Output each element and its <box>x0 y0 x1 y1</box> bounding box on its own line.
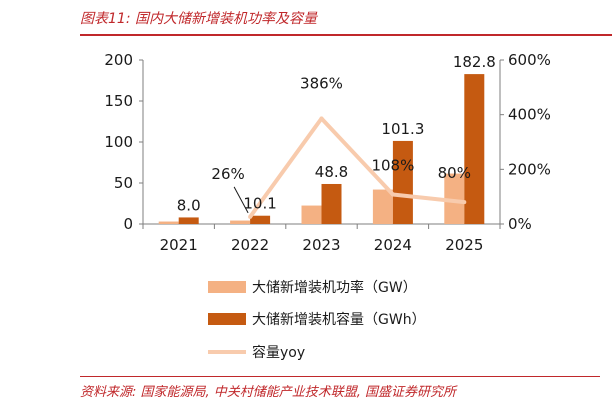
bar-power <box>372 189 393 224</box>
chart-title: 图表11: 国内大储新增装机功率及容量 <box>80 11 317 27</box>
bar-power <box>158 221 179 224</box>
legend-label-power: 大储新增装机功率（GW） <box>252 279 417 296</box>
yoy-data-label: 386% <box>300 74 343 92</box>
y-right-tick-label: 400% <box>508 106 551 124</box>
capacity-data-label: 10.1 <box>243 195 276 213</box>
bar-power <box>301 205 322 224</box>
y-left-tick-label: 150 <box>104 92 133 110</box>
yoy-point <box>248 214 253 219</box>
source-note: 资料来源: 国家能源局, 中关村储能产业技术联盟, 国盛证券研究所 <box>80 385 457 400</box>
yoy-point <box>462 200 467 205</box>
y-left-tick-label: 100 <box>104 133 133 151</box>
x-tick-label: 2022 <box>231 236 269 254</box>
bar-capacity <box>250 215 271 224</box>
data-labels: 8.0 10.1 48.8 101.3 182.8 26% 386% 108% 80% <box>177 53 496 214</box>
source-rule <box>80 376 600 377</box>
yoy-leader-line <box>233 186 249 214</box>
yoy-point <box>319 116 324 121</box>
x-tick-label: 2024 <box>374 236 412 254</box>
capacity-data-label: 182.8 <box>453 53 496 71</box>
bars <box>158 74 485 224</box>
x-tick-label: 2023 <box>302 236 340 254</box>
bar-capacity <box>178 217 199 224</box>
bar-capacity <box>392 140 413 224</box>
yoy-data-label: 80% <box>438 164 471 182</box>
capacity-data-label: 48.8 <box>315 163 348 181</box>
legend-label-capacity: 大储新增装机容量（GWh） <box>252 311 426 328</box>
capacity-data-label: 101.3 <box>381 120 424 138</box>
bar-capacity <box>321 183 342 224</box>
yoy-data-label: 108% <box>371 156 414 174</box>
yoy-point <box>390 192 395 197</box>
y-left-tick-label: 200 <box>104 51 133 69</box>
bar-power <box>230 220 251 224</box>
capacity-data-label: 8.0 <box>177 196 201 214</box>
yoy-line <box>248 116 467 219</box>
y-left-tick-label: 0 <box>123 215 133 233</box>
bar-capacity <box>464 74 485 224</box>
axes: 0 50 100 150 200 0% 200% 400% 600% 2021 2022 2023 20… <box>104 51 551 254</box>
y-right-tick-label: 0% <box>508 215 532 233</box>
y-right-tick-label: 600% <box>508 51 551 69</box>
title-rule <box>80 34 612 36</box>
bar-power <box>444 173 465 224</box>
x-tick-label: 2021 <box>160 236 198 254</box>
y-left-tick-label: 50 <box>114 174 133 192</box>
legend-swatch-power <box>208 281 246 293</box>
legend-label-yoy: 容量yoy <box>252 344 305 361</box>
legend: 大储新增装机功率（GW） 大储新增装机容量（GWh） 容量yoy <box>208 279 426 361</box>
yoy-series-line <box>248 116 465 219</box>
yoy-data-label: 26% <box>211 165 244 183</box>
y-right-tick-label: 200% <box>508 160 551 178</box>
x-tick-label: 2025 <box>445 236 483 254</box>
legend-swatch-capacity <box>208 313 246 325</box>
